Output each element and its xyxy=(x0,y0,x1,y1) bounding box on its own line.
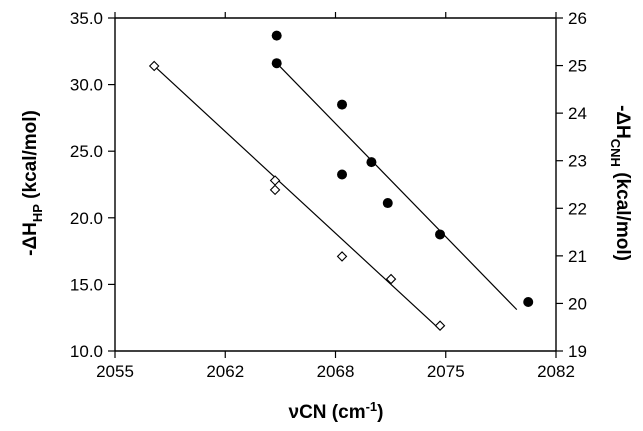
x-axis-ticks: 2055 2062 2068 2075 2082 xyxy=(96,12,575,381)
left-y-tick-label: 35.0 xyxy=(70,9,103,28)
left-y-tick-label: 25.0 xyxy=(70,142,103,161)
data-point-filled-circle xyxy=(382,198,393,209)
data-point-filled-circle xyxy=(366,157,377,168)
fit-line-cnh xyxy=(276,62,518,311)
plot-frame xyxy=(114,17,557,352)
data-points xyxy=(148,30,534,331)
left-y-axis-title-main: -ΔH xyxy=(20,222,41,256)
right-y-tick-label: 25 xyxy=(568,57,587,76)
fit-lines xyxy=(153,62,518,331)
data-point-filled-circle xyxy=(337,99,348,110)
right-y-tick-label: 21 xyxy=(568,247,587,266)
right-y-tick-label: 19 xyxy=(568,342,587,361)
data-point-filled-circle xyxy=(523,297,534,308)
left-y-tick-label: 30.0 xyxy=(70,76,103,95)
data-point-filled-circle xyxy=(271,30,282,41)
right-y-tick-label: 24 xyxy=(568,104,587,123)
data-point-filled-circle xyxy=(271,58,282,69)
right-y-tick-label: 20 xyxy=(568,294,587,313)
data-point-open-diamond xyxy=(434,320,446,331)
data-point-filled-circle xyxy=(435,229,446,240)
right-y-tick-label: 23 xyxy=(568,152,587,171)
data-point-open-diamond xyxy=(148,60,160,72)
x-axis-title-superscript: -1 xyxy=(366,399,378,414)
x-tick-label: 2062 xyxy=(206,362,244,381)
fit-line-hp xyxy=(153,65,441,331)
left-y-axis-ticks: 10.0 15.0 20.0 25.0 30.0 35.0 xyxy=(70,9,115,361)
data-point-filled-circle xyxy=(337,169,348,180)
data-point-open-diamond xyxy=(385,273,397,285)
x-axis-title-tail: ) xyxy=(377,402,383,423)
left-y-tick-label: 20.0 xyxy=(70,209,103,228)
left-y-axis-title-subscript: HP xyxy=(30,204,45,222)
x-axis-title: νCN (cm-1) xyxy=(289,399,384,423)
right-y-axis-title: -ΔHCNH (kcal/mol) xyxy=(608,105,633,261)
left-y-axis-title-tail: (kcal/mol) xyxy=(20,110,41,204)
left-y-tick-label: 10.0 xyxy=(70,342,103,361)
x-tick-label: 2068 xyxy=(317,362,355,381)
right-y-axis-title-tail: (kcal/mol) xyxy=(612,167,633,261)
left-y-axis-title: -ΔHHP (kcal/mol) xyxy=(20,110,45,256)
x-tick-label: 2075 xyxy=(427,362,465,381)
x-tick-label: 2055 xyxy=(96,362,134,381)
right-y-axis-ticks: 19 20 21 22 23 24 25 26 xyxy=(556,9,587,361)
right-y-axis-title-main: -ΔH xyxy=(612,105,633,139)
data-point-open-diamond xyxy=(269,184,281,196)
data-point-open-diamond xyxy=(336,251,348,262)
right-y-tick-label: 22 xyxy=(568,199,587,218)
x-axis-title-main: νCN (cm xyxy=(289,402,366,423)
left-y-tick-label: 15.0 xyxy=(70,275,103,294)
right-y-tick-label: 26 xyxy=(568,9,587,28)
x-tick-label: 2082 xyxy=(537,362,575,381)
right-y-axis-title-subscript: CNH xyxy=(608,139,623,167)
data-point-open-diamond xyxy=(269,175,281,186)
